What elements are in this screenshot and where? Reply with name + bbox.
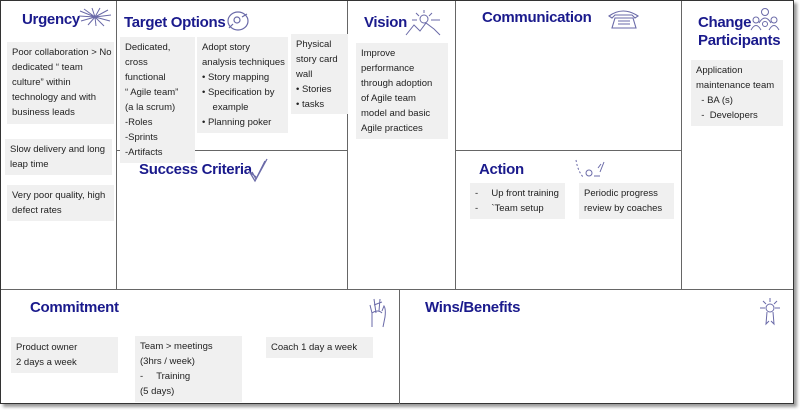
title-line: Participants: [698, 32, 781, 49]
note-line: cross: [125, 57, 148, 68]
vision-title: Vision: [364, 14, 407, 31]
note-line: Improve: [361, 48, 396, 59]
note-line: Periodic progress: [584, 188, 658, 199]
note-line: - Developers: [696, 110, 758, 121]
note-line: - Up front training: [475, 188, 559, 199]
note-line: through adoption: [361, 78, 433, 89]
note-line: Slow delivery and long: [10, 144, 106, 155]
target-options-note: Adopt story analysis techniques • Story ma…: [197, 37, 288, 133]
play-diagram-icon: [574, 158, 606, 180]
vision-note: Improve performance through adoption of Agi…: [356, 43, 448, 139]
note-line: story card: [296, 54, 338, 65]
note-line: Adopt story: [202, 42, 251, 53]
note-line: example: [202, 102, 249, 113]
note-line: culture” within: [12, 77, 71, 88]
award-ribbon-icon: [758, 296, 782, 326]
change-participants-title: Change Participants: [698, 14, 781, 50]
note-line: of Agile team: [361, 93, 416, 104]
note-line: business leads: [12, 107, 75, 118]
telephone-icon: [607, 8, 641, 30]
divider: [116, 1, 117, 289]
urgency-note: Slow delivery and long leap time: [5, 139, 112, 175]
note-line: technology and with: [12, 92, 96, 103]
note-line: - Training: [140, 371, 191, 382]
burst-icon: [78, 7, 112, 27]
note-line: defect rates: [12, 205, 62, 216]
wins-benefits-title: Wins/Benefits: [425, 299, 521, 316]
target-options-note: Physical story card wall • Stories • tasks: [291, 34, 348, 114]
note-line: Team > meetings: [140, 341, 213, 352]
note-line: -Artifacts: [125, 147, 163, 158]
target-icon: [226, 10, 250, 32]
note-line: Application: [696, 65, 743, 76]
note-line: (3hrs / week): [140, 356, 195, 367]
note-line: -Sprints: [125, 132, 158, 143]
note-line: 2 days a week: [16, 357, 77, 368]
note-line: Product owner: [16, 342, 78, 353]
note-line: performance: [361, 63, 415, 74]
commitment-note: Team > meetings (3hrs / week) - Training (5…: [135, 336, 242, 402]
note-line: (5 days): [140, 386, 175, 397]
note-line: functional: [125, 72, 166, 83]
commitment-note: Coach 1 day a week: [266, 337, 373, 358]
note-line: leap time: [10, 159, 49, 170]
divider: [456, 150, 681, 151]
note-line: model and basic: [361, 108, 431, 119]
people-icon: [750, 7, 780, 31]
target-options-title: Target Options: [124, 14, 226, 31]
divider: [455, 1, 456, 289]
checkmark-icon: [247, 157, 269, 183]
note-line: • Stories: [296, 84, 332, 95]
commitment-title: Commitment: [30, 299, 119, 316]
note-line: Very poor quality, high: [12, 190, 106, 201]
note-line: Agile practices: [361, 123, 423, 134]
title-line: Change: [698, 14, 752, 31]
note-line: Poor collaboration > No: [12, 47, 112, 58]
commitment-note: Product owner 2 days a week: [11, 337, 118, 373]
note-line: • Planning poker: [202, 117, 272, 128]
divider: [399, 290, 400, 404]
note-line: review by coaches: [584, 203, 663, 214]
crossed-fingers-icon: [366, 297, 388, 329]
divider: [117, 150, 347, 151]
note-line: Physical: [296, 39, 332, 50]
canvas-board: Urgency Poor collaboration > No dedicated…: [0, 0, 794, 404]
divider: [681, 1, 682, 289]
note-line: • Specification by: [202, 87, 275, 98]
communication-title: Communication: [482, 9, 592, 26]
note-line: • Story mapping: [202, 72, 270, 83]
action-title: Action: [479, 161, 524, 178]
action-note: Periodic progress review by coaches: [579, 183, 674, 219]
note-line: maintenance team: [696, 80, 775, 91]
note-line: - BA (s): [696, 95, 733, 106]
note-line: -Roles: [125, 117, 153, 128]
sun-mountain-icon: [404, 9, 444, 37]
note-line: analysis techniques: [202, 57, 285, 68]
divider: [1, 289, 793, 290]
note-line: - `Team setup: [475, 203, 544, 214]
change-participants-note: Application maintenance team - BA (s) - D…: [691, 60, 783, 126]
divider: [347, 1, 348, 289]
note-line: (a la scrum): [125, 102, 176, 113]
action-note: - Up front training - `Team setup: [470, 183, 565, 219]
note-line: dedicated “ team: [12, 62, 83, 73]
note-line: Coach 1 day a week: [271, 342, 358, 353]
note-line: • tasks: [296, 99, 325, 110]
note-line: wall: [296, 69, 313, 80]
note-line: “ Agile team”: [125, 87, 179, 98]
target-options-note: Dedicated, cross functional “ Agile team” (a…: [120, 37, 195, 163]
note-line: Dedicated,: [125, 42, 171, 53]
urgency-note: Poor collaboration > No dedicated “ team c…: [7, 42, 114, 124]
urgency-note: Very poor quality, high defect rates: [7, 185, 114, 221]
success-criteria-title: Success Criteria: [139, 161, 252, 178]
urgency-title: Urgency: [22, 11, 80, 28]
